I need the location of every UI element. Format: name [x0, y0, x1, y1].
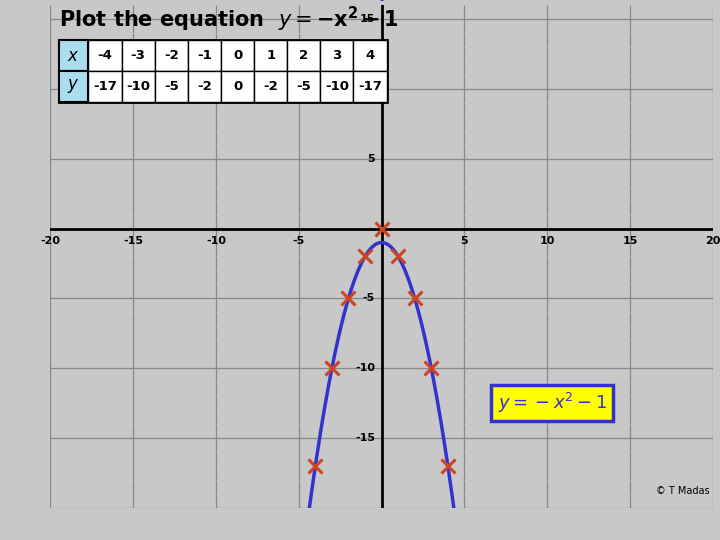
- FancyBboxPatch shape: [287, 71, 320, 102]
- Text: Plot the equation  $y = \mathbf{-x^2 - 1}$: Plot the equation $y = \mathbf{-x^2 - 1}…: [59, 5, 398, 34]
- FancyBboxPatch shape: [89, 40, 122, 71]
- Text: 2: 2: [300, 49, 308, 62]
- Text: 5: 5: [461, 235, 468, 246]
- Text: 20: 20: [705, 235, 720, 246]
- Text: -5: -5: [164, 80, 179, 93]
- Text: -20: -20: [40, 235, 60, 246]
- Text: 3: 3: [332, 49, 341, 62]
- Text: -2: -2: [197, 80, 212, 93]
- Text: $x$: $x$: [68, 46, 80, 65]
- Text: -4: -4: [98, 49, 112, 62]
- Text: -2: -2: [264, 80, 278, 93]
- Text: -17: -17: [93, 80, 117, 93]
- Text: -5: -5: [363, 293, 375, 303]
- Text: -1: -1: [197, 49, 212, 62]
- Text: -17: -17: [358, 80, 382, 93]
- FancyBboxPatch shape: [254, 71, 287, 102]
- Text: 4: 4: [365, 49, 374, 62]
- Text: -15: -15: [123, 235, 143, 246]
- FancyBboxPatch shape: [254, 40, 287, 71]
- Text: $y$: $y$: [380, 0, 393, 3]
- Text: 5: 5: [367, 154, 375, 164]
- FancyBboxPatch shape: [221, 40, 254, 71]
- Text: -15: -15: [355, 433, 375, 443]
- Text: 10: 10: [539, 235, 555, 246]
- Text: -3: -3: [131, 49, 145, 62]
- Text: 0: 0: [233, 49, 242, 62]
- Text: -5: -5: [292, 235, 305, 246]
- Text: -10: -10: [355, 363, 375, 373]
- FancyBboxPatch shape: [354, 71, 387, 102]
- Text: -10: -10: [206, 235, 226, 246]
- FancyBboxPatch shape: [287, 40, 320, 71]
- FancyBboxPatch shape: [59, 40, 387, 102]
- FancyBboxPatch shape: [221, 71, 254, 102]
- Text: 1: 1: [266, 49, 275, 62]
- FancyBboxPatch shape: [354, 40, 387, 71]
- FancyBboxPatch shape: [155, 71, 188, 102]
- Text: -2: -2: [164, 49, 179, 62]
- FancyBboxPatch shape: [59, 40, 89, 71]
- FancyBboxPatch shape: [122, 71, 155, 102]
- FancyBboxPatch shape: [155, 40, 188, 71]
- FancyBboxPatch shape: [320, 40, 354, 71]
- FancyBboxPatch shape: [59, 71, 89, 102]
- Text: -10: -10: [126, 80, 150, 93]
- FancyBboxPatch shape: [122, 40, 155, 71]
- Text: 10: 10: [359, 84, 375, 94]
- FancyBboxPatch shape: [188, 40, 221, 71]
- Text: -10: -10: [325, 80, 349, 93]
- FancyBboxPatch shape: [320, 71, 354, 102]
- Text: $y$: $y$: [68, 77, 80, 95]
- Text: -5: -5: [297, 80, 311, 93]
- Text: 15: 15: [359, 15, 375, 24]
- Text: 15: 15: [622, 235, 638, 246]
- Text: © T Madas: © T Madas: [656, 487, 709, 496]
- FancyBboxPatch shape: [188, 71, 221, 102]
- Text: $y = -x^2 - 1$: $y = -x^2 - 1$: [498, 391, 607, 415]
- FancyBboxPatch shape: [89, 71, 122, 102]
- Text: 0: 0: [233, 80, 242, 93]
